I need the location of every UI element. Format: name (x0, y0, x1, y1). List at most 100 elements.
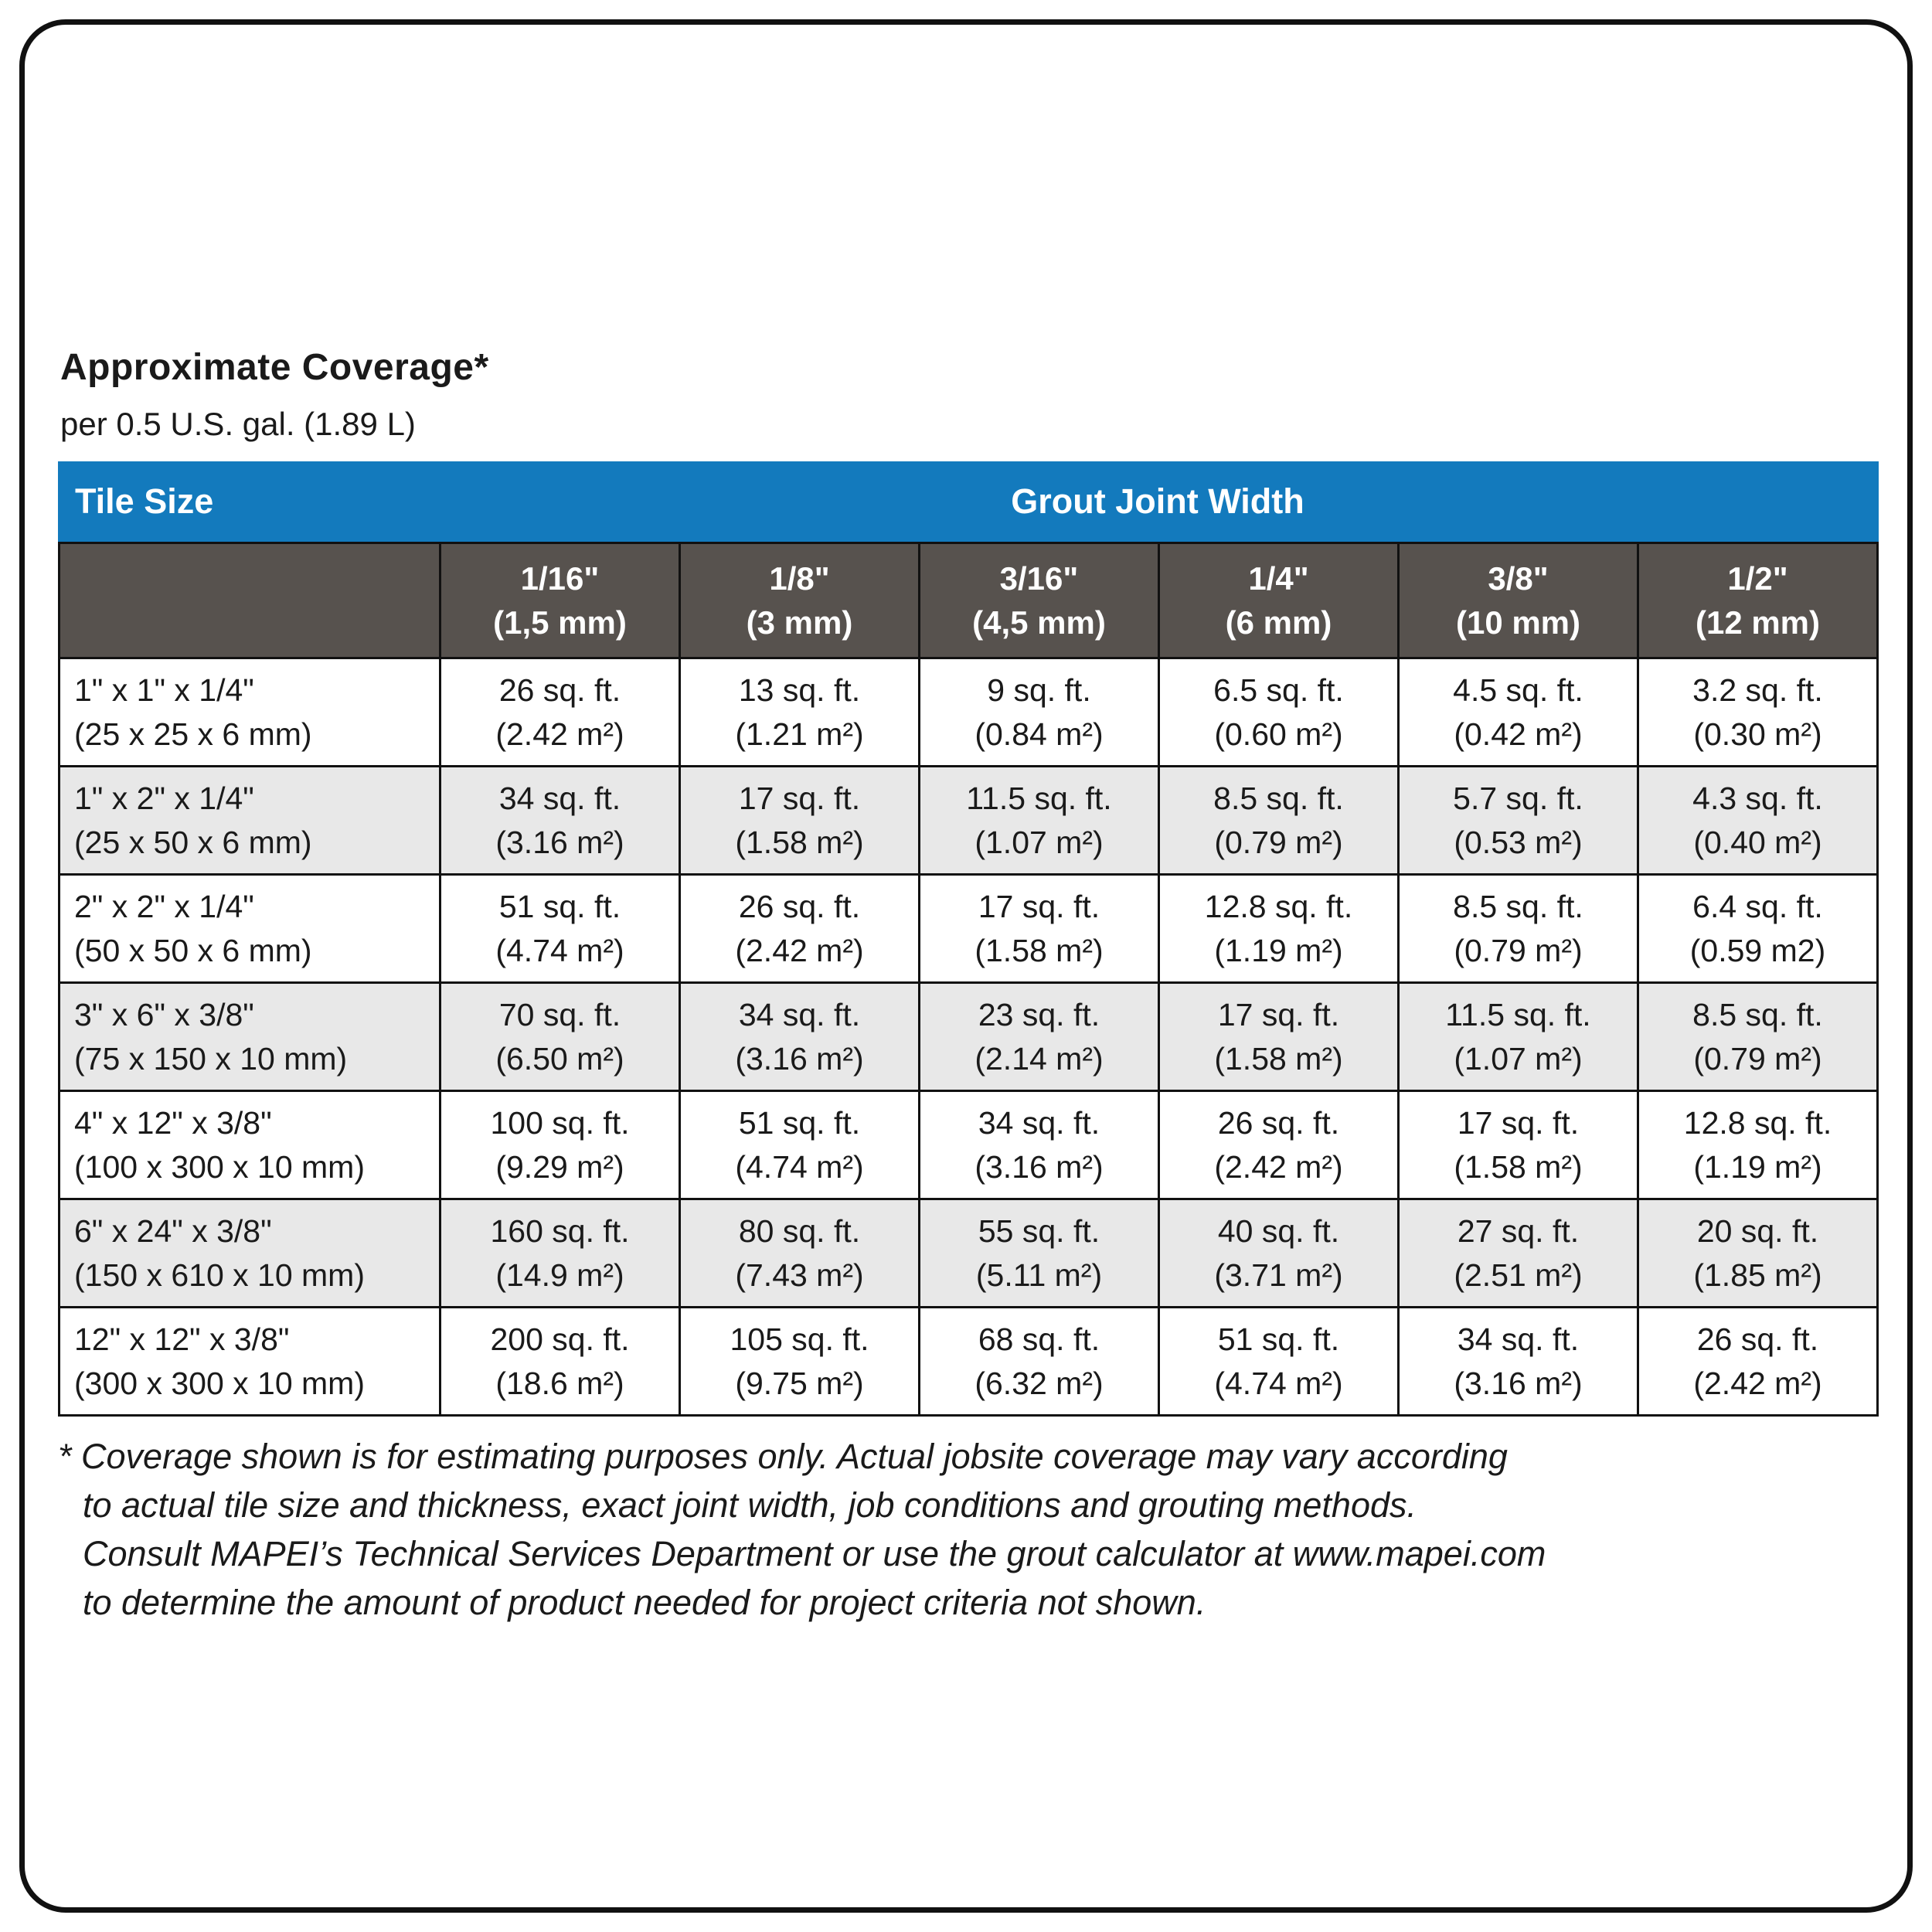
joint-width-inches: 1/16" (520, 560, 600, 597)
coverage-sqft: 80 sq. ft. (738, 1213, 861, 1249)
coverage-m2: (3.16 m²) (735, 1040, 864, 1077)
coverage-cell: 34 sq. ft. (3.16 m²) (918, 1092, 1158, 1198)
coverage-sqft: 23 sq. ft. (978, 996, 1100, 1032)
table-row: 4" x 12" x 3/8" (100 x 300 x 10 mm) 100 … (60, 1090, 1876, 1198)
coverage-sqft: 11.5 sq. ft. (966, 780, 1112, 816)
coverage-m2: (1.19 m²) (1214, 932, 1343, 968)
coverage-sqft: 200 sq. ft. (490, 1321, 630, 1357)
tile-size-cell: 6" x 24" x 3/8" (150 x 610 x 10 mm) (60, 1200, 439, 1306)
tile-size-cell: 4" x 12" x 3/8" (100 x 300 x 10 mm) (60, 1092, 439, 1198)
coverage-m2: (2.14 m²) (975, 1040, 1104, 1077)
tile-size-mm: (150 x 610 x 10 mm) (74, 1257, 365, 1293)
coverage-cell: 11.5 sq. ft. (1.07 m²) (918, 767, 1158, 873)
coverage-m2: (1.58 m²) (975, 932, 1104, 968)
coverage-sqft: 17 sq. ft. (738, 780, 861, 816)
coverage-sqft: 26 sq. ft. (498, 672, 621, 708)
coverage-cell: 17 sq. ft. (1.58 m²) (679, 767, 918, 873)
coverage-cell: 34 sq. ft. (3.16 m²) (679, 984, 918, 1090)
coverage-m2: (0.42 m²) (1454, 716, 1583, 752)
coverage-cell: 34 sq. ft. (3.16 m²) (439, 767, 679, 873)
coverage-sqft: 12.8 sq. ft. (1683, 1104, 1832, 1141)
coverage-sqft: 105 sq. ft. (730, 1321, 869, 1357)
coverage-cell: 51 sq. ft. (4.74 m²) (679, 1092, 918, 1198)
coverage-m2: (1.21 m²) (735, 716, 864, 752)
coverage-m2: (14.9 m²) (495, 1257, 624, 1293)
coverage-sqft: 26 sq. ft. (738, 888, 861, 924)
table-body: 1/16" (1,5 mm) 1/8" (3 mm) 3/16" (4,5 mm… (58, 542, 1879, 1417)
coverage-sqft: 17 sq. ft. (978, 888, 1100, 924)
coverage-cell: 26 sq. ft. (2.42 m²) (679, 876, 918, 981)
coverage-cell: 40 sq. ft. (3.71 m²) (1158, 1200, 1397, 1306)
table-row: 1" x 1" x 1/4" (25 x 25 x 6 mm) 26 sq. f… (60, 657, 1876, 765)
coverage-cell: 17 sq. ft. (1.58 m²) (1158, 984, 1397, 1090)
coverage-sqft: 40 sq. ft. (1217, 1213, 1340, 1249)
coverage-sqft: 13 sq. ft. (738, 672, 861, 708)
coverage-cell: 8.5 sq. ft. (0.79 m²) (1637, 984, 1876, 1090)
coverage-m2: (1.85 m²) (1693, 1257, 1822, 1293)
joint-width-mm: (6 mm) (1225, 604, 1332, 641)
document-content: Approximate Coverage* per 0.5 U.S. gal. … (58, 347, 1913, 1627)
coverage-m2: (1.58 m²) (1214, 1040, 1343, 1077)
coverage-cell: 105 sq. ft. (9.75 m²) (679, 1308, 918, 1414)
tile-size-inches: 6" x 24" x 3/8" (74, 1213, 272, 1249)
subheader-joint-width: 1/16" (1,5 mm) (439, 544, 679, 657)
tile-size-inches: 12" x 12" x 3/8" (74, 1321, 290, 1357)
coverage-sqft: 34 sq. ft. (738, 996, 861, 1032)
coverage-cell: 26 sq. ft. (2.42 m²) (439, 659, 679, 765)
joint-width-mm: (12 mm) (1695, 604, 1821, 641)
coverage-cell: 26 sq. ft. (2.42 m²) (1637, 1308, 1876, 1414)
table-header-row: Tile Size Grout Joint Width (58, 461, 1879, 542)
footnote-line: Consult MAPEI’s Technical Services Depar… (83, 1534, 1546, 1573)
tile-size-mm: (100 x 300 x 10 mm) (74, 1148, 365, 1185)
coverage-sqft: 55 sq. ft. (978, 1213, 1100, 1249)
subheader-joint-width: 1/2" (12 mm) (1637, 544, 1876, 657)
coverage-sqft: 70 sq. ft. (498, 996, 621, 1032)
table-row: 3" x 6" x 3/8" (75 x 150 x 10 mm) 70 sq.… (60, 981, 1876, 1090)
coverage-sqft: 34 sq. ft. (1457, 1321, 1580, 1357)
coverage-m2: (0.79 m²) (1214, 824, 1343, 860)
footnote: * Coverage shown is for estimating purpo… (58, 1432, 1913, 1627)
coverage-sqft: 17 sq. ft. (1217, 996, 1340, 1032)
coverage-cell: 8.5 sq. ft. (0.79 m²) (1397, 876, 1637, 981)
coverage-sqft: 51 sq. ft. (1217, 1321, 1340, 1357)
coverage-cell: 100 sq. ft. (9.29 m²) (439, 1092, 679, 1198)
tile-size-cell: 1" x 2" x 1/4" (25 x 50 x 6 mm) (60, 767, 439, 873)
coverage-sqft: 9 sq. ft. (987, 672, 1091, 708)
subheader-joint-width: 3/8" (10 mm) (1397, 544, 1637, 657)
coverage-cell: 8.5 sq. ft. (0.79 m²) (1158, 767, 1397, 873)
coverage-m2: (4.74 m²) (495, 932, 624, 968)
coverage-sqft: 100 sq. ft. (490, 1104, 630, 1141)
coverage-m2: (6.32 m²) (975, 1365, 1104, 1401)
coverage-m2: (1.07 m²) (975, 824, 1104, 860)
coverage-m2: (2.42 m²) (1214, 1148, 1343, 1185)
coverage-m2: (2.42 m²) (1693, 1365, 1822, 1401)
coverage-cell: 55 sq. ft. (5.11 m²) (918, 1200, 1158, 1306)
coverage-cell: 34 sq. ft. (3.16 m²) (1397, 1308, 1637, 1414)
coverage-cell: 23 sq. ft. (2.14 m²) (918, 984, 1158, 1090)
table-row: 1" x 2" x 1/4" (25 x 50 x 6 mm) 34 sq. f… (60, 765, 1876, 873)
tile-size-cell: 1" x 1" x 1/4" (25 x 25 x 6 mm) (60, 659, 439, 765)
coverage-m2: (0.59 m2) (1689, 932, 1826, 968)
coverage-m2: (7.43 m²) (735, 1257, 864, 1293)
coverage-cell: 17 sq. ft. (1.58 m²) (1397, 1092, 1637, 1198)
coverage-sqft: 160 sq. ft. (490, 1213, 630, 1249)
coverage-cell: 51 sq. ft. (4.74 m²) (439, 876, 679, 981)
coverage-cell: 4.5 sq. ft. (0.42 m²) (1397, 659, 1637, 765)
coverage-cell: 80 sq. ft. (7.43 m²) (679, 1200, 918, 1306)
coverage-sqft: 20 sq. ft. (1696, 1213, 1819, 1249)
coverage-m2: (0.53 m²) (1454, 824, 1583, 860)
joint-width-inches: 1/4" (1248, 560, 1309, 597)
table-row: 2" x 2" x 1/4" (50 x 50 x 6 mm) 51 sq. f… (60, 873, 1876, 981)
joint-width-subheader-row: 1/16" (1,5 mm) 1/8" (3 mm) 3/16" (4,5 mm… (60, 544, 1876, 657)
tile-size-inches: 2" x 2" x 1/4" (74, 888, 254, 924)
coverage-table: Tile Size Grout Joint Width 1/16" (1,5 m… (58, 461, 1879, 1417)
coverage-cell: 9 sq. ft. (0.84 m²) (918, 659, 1158, 765)
coverage-m2: (3.16 m²) (1454, 1365, 1583, 1401)
coverage-cell: 6.4 sq. ft. (0.59 m2) (1637, 876, 1876, 981)
coverage-m2: (18.6 m²) (495, 1365, 624, 1401)
tile-size-mm: (25 x 50 x 6 mm) (74, 824, 312, 860)
coverage-cell: 12.8 sq. ft. (1.19 m²) (1637, 1092, 1876, 1198)
coverage-cell: 13 sq. ft. (1.21 m²) (679, 659, 918, 765)
joint-width-inches: 1/8" (769, 560, 830, 597)
coverage-m2: (2.42 m²) (735, 932, 864, 968)
